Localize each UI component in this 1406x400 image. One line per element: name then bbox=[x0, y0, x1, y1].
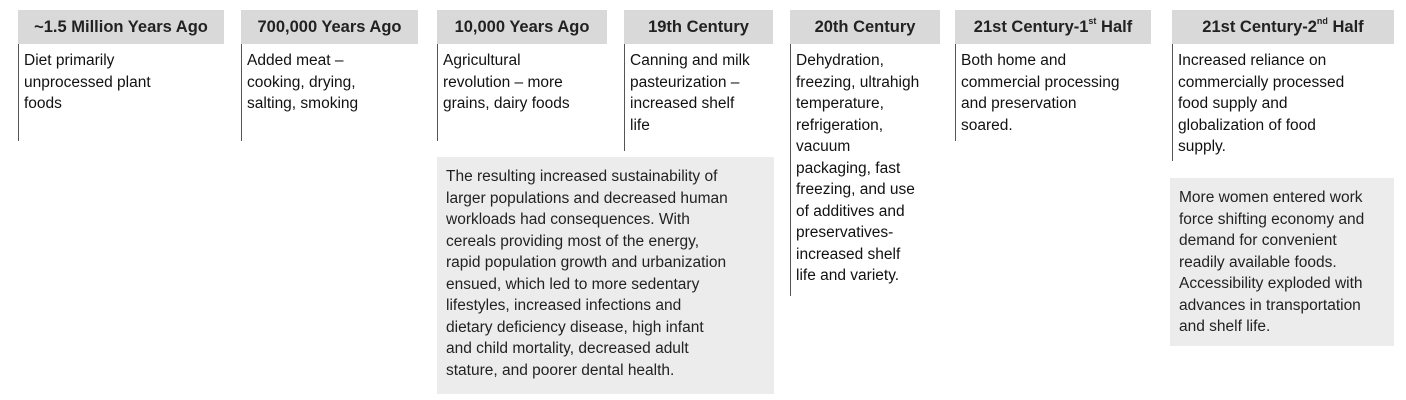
period-description: Dehydration, freezing, ultrahigh tempera… bbox=[790, 44, 940, 296]
period-header: 700,000 Years Ago bbox=[241, 10, 418, 44]
period-description: Both home and commercial processing and … bbox=[955, 44, 1151, 141]
period-700000-years: 700,000 Years Ago Added meat – cooking, … bbox=[241, 10, 418, 141]
period-header: 20th Century bbox=[790, 10, 940, 44]
period-description: Agricultural revolution – more grains, d… bbox=[437, 44, 607, 141]
period-header: 21st Century-2nd Half bbox=[1172, 10, 1394, 44]
period-description: Canning and milk pasteurization – increa… bbox=[624, 44, 773, 151]
period-header: 19th Century bbox=[624, 10, 773, 44]
period-description: Diet primarily unprocessed plant foods bbox=[18, 44, 224, 141]
period-21st-century-second-half: 21st Century-2nd Half Increased reliance… bbox=[1172, 10, 1394, 161]
period-19th-century: 19th Century Canning and milk pasteuriza… bbox=[624, 10, 773, 151]
period-header: 21st Century-1st Half bbox=[955, 10, 1151, 44]
period-1-5-million-years: ~1.5 Million Years Ago Diet primarily un… bbox=[18, 10, 224, 141]
period-header: 10,000 Years Ago bbox=[437, 10, 607, 44]
modern-demand-note: More women entered work force shifting e… bbox=[1170, 178, 1394, 346]
period-20th-century: 20th Century Dehydration, freezing, ultr… bbox=[790, 10, 940, 296]
period-10000-years: 10,000 Years Ago Agricultural revolution… bbox=[437, 10, 607, 141]
period-description: Added meat – cooking, drying, salting, s… bbox=[241, 44, 418, 141]
period-header: ~1.5 Million Years Ago bbox=[18, 10, 224, 44]
period-description: Increased reliance on commercially proce… bbox=[1172, 44, 1394, 161]
consequences-note: The resulting increased sustainability o… bbox=[437, 157, 774, 394]
period-21st-century-first-half: 21st Century-1st Half Both home and comm… bbox=[955, 10, 1151, 141]
